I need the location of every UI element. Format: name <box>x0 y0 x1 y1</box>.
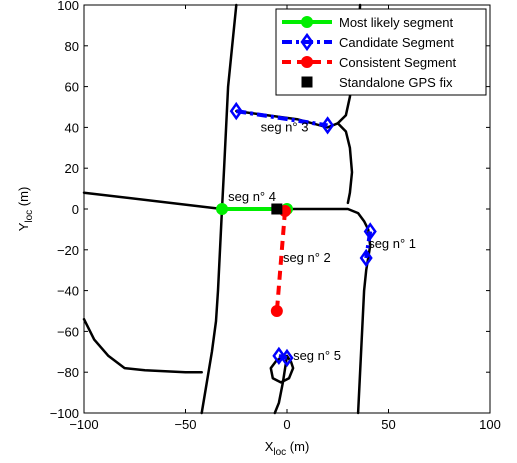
y-tick-label-7: 20 <box>65 161 79 176</box>
series-2-point-1 <box>229 101 243 121</box>
legend-entry-4-marker <box>301 76 313 88</box>
x-tick-label-5: 100 <box>479 417 501 432</box>
x-tick-label-4: 50 <box>381 417 395 432</box>
y-tick-label-1: −100 <box>50 406 79 421</box>
y-tick-label-5: −20 <box>57 243 79 258</box>
segment-annotation-2: seg n° 4 <box>228 189 276 204</box>
y-tick-label-6: 0 <box>72 202 79 217</box>
x-axis-label-subscript: loc <box>273 447 286 458</box>
plot-series <box>216 101 377 368</box>
y-axis-label-subscript: loc <box>24 210 35 223</box>
legend-entry-1-marker <box>301 16 313 28</box>
x-tick-label-1: −100 <box>69 417 98 432</box>
x-tick-label-2: −50 <box>174 417 196 432</box>
y-axis-label: Yloc (m) <box>16 187 35 232</box>
series-3-point-2 <box>359 248 373 268</box>
road-segment-5 <box>336 122 354 205</box>
legend-entry-2-marker <box>300 32 314 52</box>
y-tick-label-10: 80 <box>65 39 79 54</box>
series-5-line <box>274 210 287 312</box>
y-tick-label-4: −40 <box>57 284 79 299</box>
road-segment-7 <box>269 354 295 415</box>
legend-entry-4-label: Standalone GPS fix <box>339 75 453 90</box>
road-segment-3 <box>220 207 372 415</box>
axes: −100 −50 0 50 100 −100 −80 −60 −40 −20 0 20 40 60 80 10… <box>50 0 501 432</box>
road-segment-6 <box>82 317 203 374</box>
series-4 <box>272 346 294 368</box>
series-4-point-2 <box>280 348 294 368</box>
legend-entry-2: Candidate Segment <box>282 32 454 52</box>
y-tick-label-9: 60 <box>65 80 79 95</box>
legend-entry-1-label: Most likely segment <box>339 15 454 30</box>
legend-entry-1: Most likely segment <box>282 15 454 30</box>
x-axis-label-unit: (m) <box>286 439 309 454</box>
y-axis-label-main: Y <box>16 222 31 231</box>
series-2-line <box>235 109 328 128</box>
x-tick-label-3: 0 <box>283 417 290 432</box>
series-3 <box>359 222 377 268</box>
legend-entry-3-marker <box>301 56 313 68</box>
series-6 <box>271 203 283 215</box>
series-2-point-2 <box>321 116 335 135</box>
series-4-point-1 <box>272 346 286 366</box>
legend-entry-2-label: Candidate Segment <box>339 35 454 50</box>
series-3-point-1 <box>363 222 377 241</box>
x-axis-label-main: X <box>265 439 274 454</box>
series-6-point-1 <box>271 203 283 215</box>
series-5-point-2 <box>270 305 283 317</box>
y-tick-label-8: 40 <box>65 120 79 135</box>
x-axis-label: Xloc (m) <box>265 439 310 458</box>
segment-annotation-4: seg n° 2 <box>283 250 331 265</box>
legend-entry-4: Standalone GPS fix <box>301 75 453 90</box>
road-segment-2 <box>82 191 224 211</box>
segment-annotation-1: seg n° 3 <box>261 119 309 134</box>
segment-annotation-5: seg n° 5 <box>293 348 341 363</box>
legend-entry-3: Consistent Segment <box>282 55 456 70</box>
series-2 <box>229 101 335 135</box>
legend: Most likely segment Candidate Segment Cons… <box>275 8 487 96</box>
segment-annotations: seg n° 3 seg n° 4 seg n° 1 seg n° 2 seg n° 5 <box>228 119 416 362</box>
y-axis-label-unit: (m) <box>16 187 31 210</box>
series-1-point-1 <box>216 203 229 215</box>
road-segment-1 <box>200 3 238 415</box>
segment-annotation-3: seg n° 1 <box>368 236 416 251</box>
y-tick-label-2: −80 <box>57 365 79 380</box>
y-tick-label-3: −60 <box>57 324 79 339</box>
legend-entry-3-label: Consistent Segment <box>339 55 456 70</box>
y-tick-label-11: 100 <box>57 0 79 13</box>
